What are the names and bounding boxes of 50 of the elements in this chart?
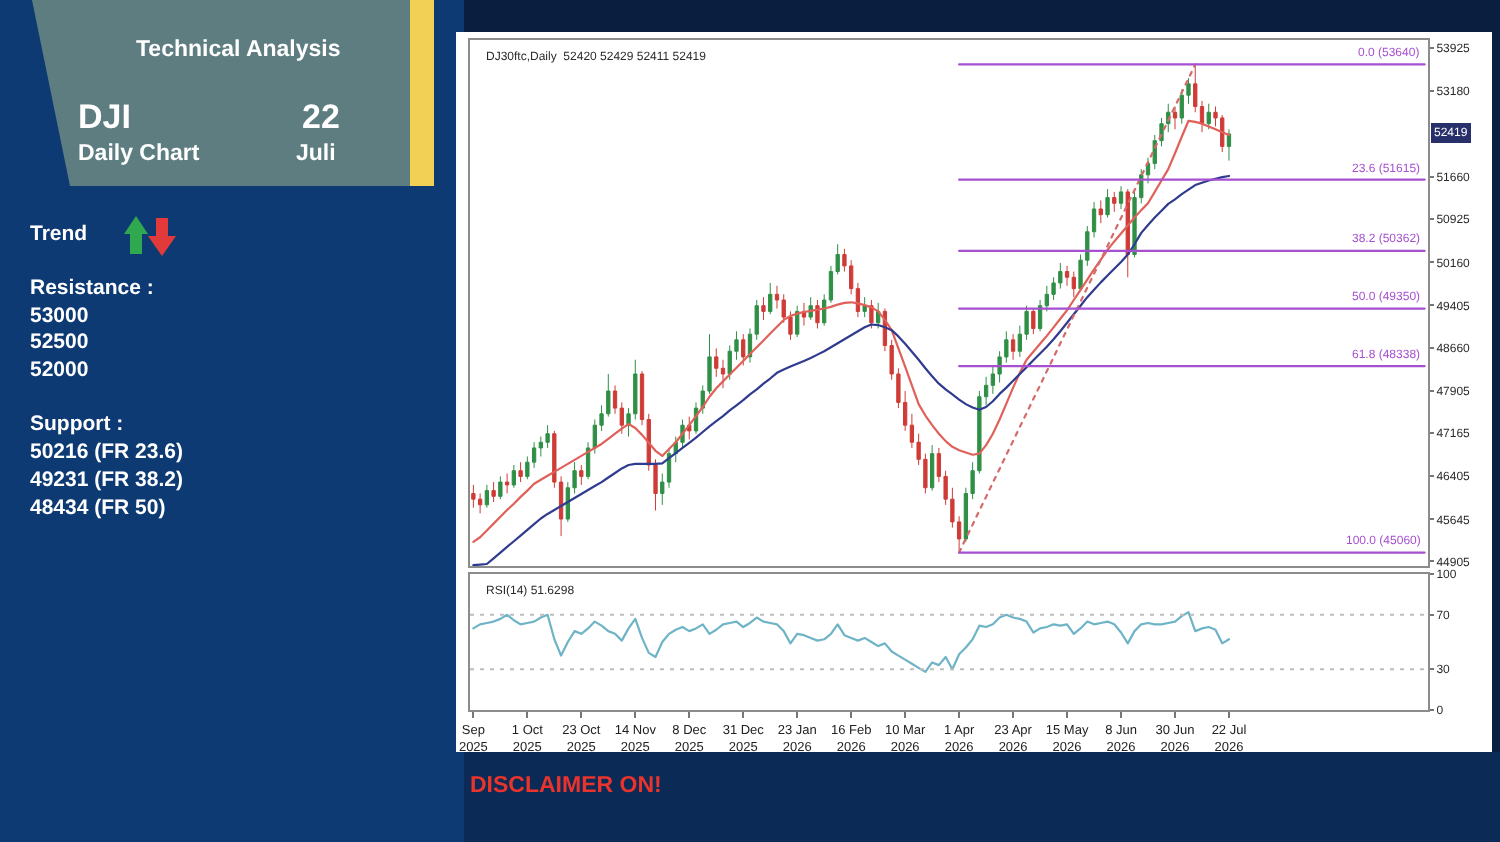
text: Resistance : <box>30 276 154 300</box>
candlestick <box>781 293 786 324</box>
candlestick <box>761 296 766 321</box>
candlestick <box>741 333 746 366</box>
candlestick <box>862 296 867 318</box>
candlestick <box>484 484 490 509</box>
candlestick <box>1071 271 1076 298</box>
line-series <box>472 174 1231 566</box>
text: Trend <box>30 222 88 246</box>
candlestick <box>491 481 496 503</box>
candlestick <box>1112 191 1117 213</box>
candlestick <box>1226 128 1232 162</box>
text: 48434 (FR 50) <box>30 496 166 520</box>
candlestick <box>504 473 510 494</box>
candlestick <box>869 299 874 329</box>
candlestick <box>788 310 793 341</box>
text: 22 <box>302 98 340 136</box>
line-series <box>472 119 1231 543</box>
text: DISCLAIMER ON! <box>470 774 662 798</box>
candlestick <box>471 484 476 509</box>
candlestick <box>545 424 550 449</box>
text: Technical Analysis <box>136 38 341 62</box>
text: 52500 <box>30 330 89 354</box>
candlestick <box>1172 106 1178 130</box>
candlestick <box>477 492 483 514</box>
text: Juli <box>296 142 336 166</box>
candlestick <box>768 282 773 315</box>
text: 52000 <box>30 358 89 382</box>
text: 53000 <box>30 304 89 328</box>
candlestick <box>518 461 523 483</box>
text: Daily Chart <box>78 142 200 166</box>
text: 49231 (FR 38.2) <box>30 468 183 492</box>
candlestick <box>1105 188 1110 219</box>
line-series <box>958 63 1197 554</box>
candlestick <box>1010 333 1016 361</box>
candlestick <box>511 464 516 489</box>
text: 50216 (FR 23.6) <box>30 440 183 464</box>
text: DJI <box>78 98 131 136</box>
candlestick <box>1118 185 1124 210</box>
candlestick <box>1031 308 1036 335</box>
candlestick <box>929 444 935 492</box>
line-series <box>472 610 1231 674</box>
candlestick <box>585 441 591 480</box>
candlestick <box>795 305 800 338</box>
text: Support : <box>30 412 124 436</box>
candlestick <box>579 464 584 486</box>
candlestick <box>1206 103 1211 130</box>
candlestick <box>1220 114 1225 153</box>
candlestick <box>498 475 503 500</box>
candlestick <box>1098 199 1103 224</box>
